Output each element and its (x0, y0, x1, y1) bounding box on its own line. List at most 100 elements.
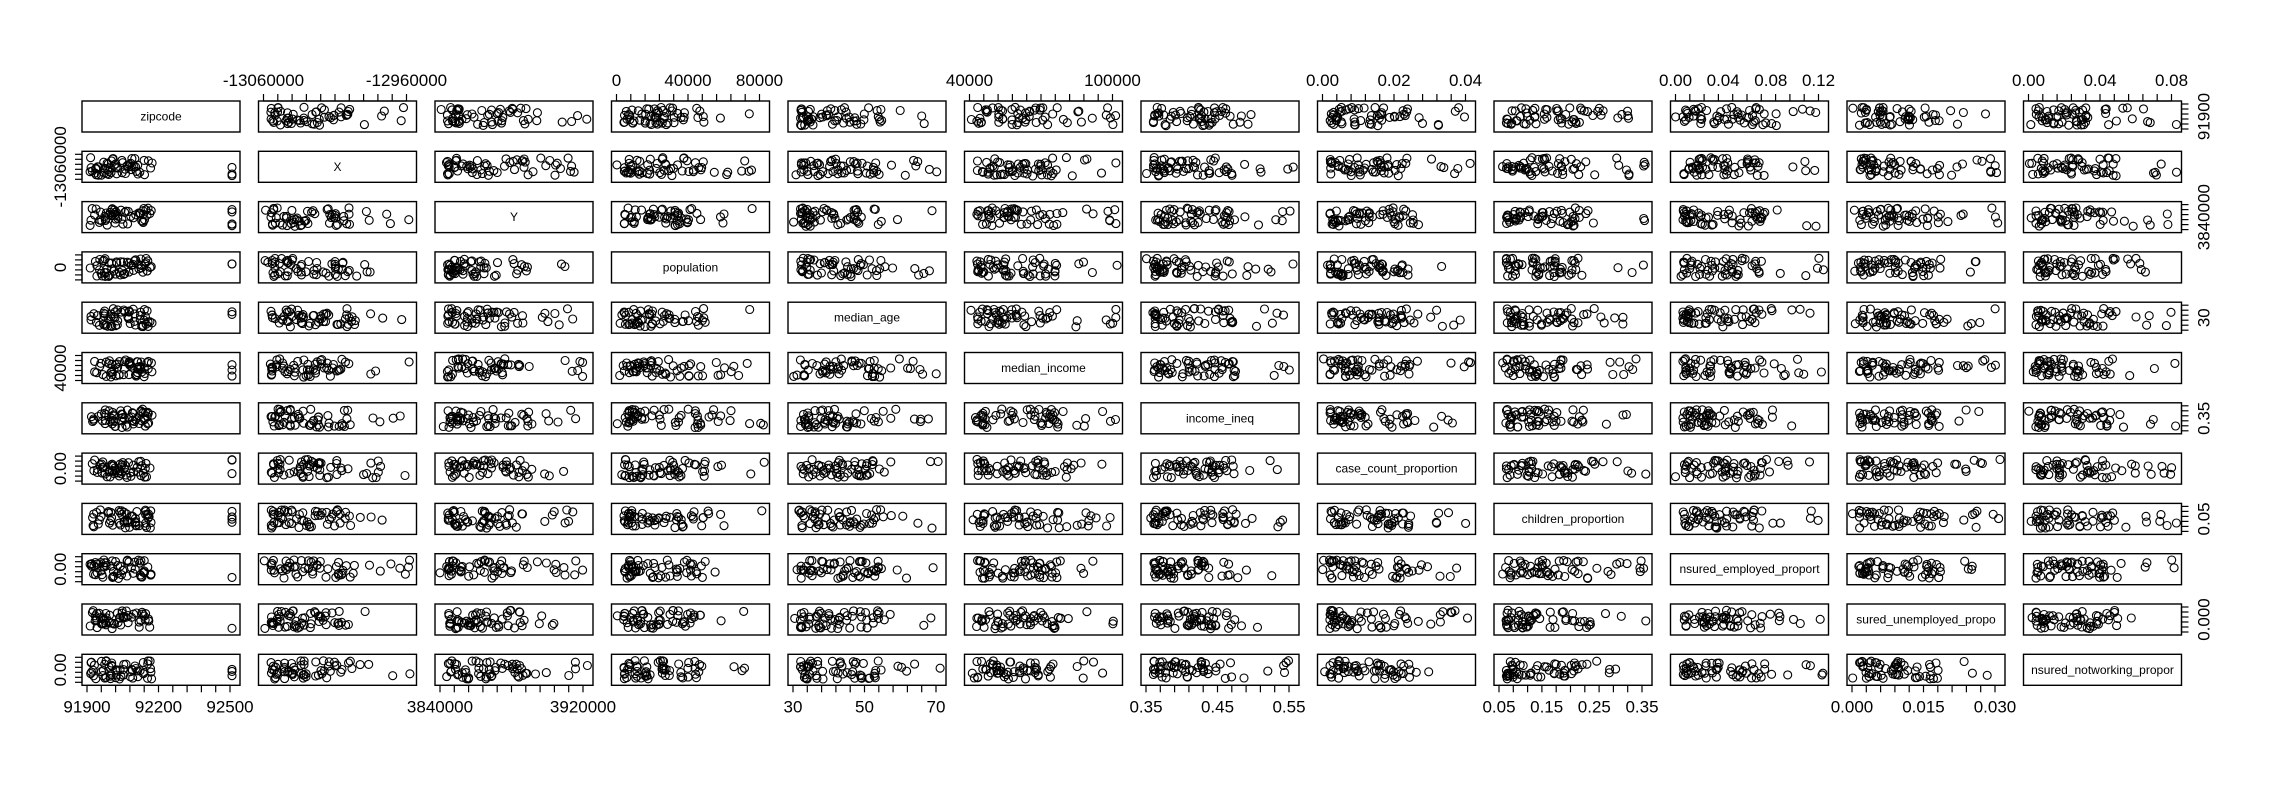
data-point (302, 117, 312, 127)
data-point (2101, 108, 2111, 119)
data-point (1010, 102, 1020, 112)
data-point (1036, 159, 1046, 169)
panel-0-11 (2022, 100, 2183, 133)
panel-4-2 (434, 301, 594, 334)
data-point (684, 360, 694, 371)
data-point (818, 167, 828, 177)
data-point (404, 357, 414, 367)
data-point (2107, 207, 2117, 217)
data-point (1977, 156, 1987, 166)
panel-0-8 (1493, 100, 1653, 133)
data-point (521, 104, 531, 114)
data-point (1081, 414, 1091, 424)
data-point (908, 356, 918, 366)
data-point (1366, 111, 1376, 121)
data-point (1875, 103, 1885, 113)
data-point (833, 220, 843, 230)
data-point (1794, 368, 1804, 378)
panel-2-5 (963, 200, 1124, 234)
data-point (1521, 108, 1532, 118)
data-point (745, 419, 755, 429)
data-point (1243, 262, 1253, 272)
data-point (1861, 104, 1872, 114)
data-point (692, 103, 702, 113)
data-point (1589, 304, 1599, 314)
data-point (482, 160, 492, 170)
data-point (1568, 405, 1578, 415)
data-point (993, 103, 1003, 113)
data-point (93, 170, 104, 180)
data-point (1341, 105, 1351, 115)
data-point (668, 163, 679, 173)
data-point (1329, 107, 1339, 117)
data-point (807, 455, 817, 465)
data-point (876, 104, 886, 115)
panel-2-11 (2022, 200, 2183, 234)
data-point (894, 354, 904, 364)
data-point (664, 166, 674, 176)
data-point (2031, 104, 2041, 114)
data-point (1696, 118, 1706, 129)
data-point (1892, 104, 1902, 114)
data-point (1228, 119, 1238, 129)
data-point (1087, 113, 1097, 123)
data-point (2149, 363, 2159, 374)
data-point (1556, 416, 1566, 426)
data-point (694, 163, 704, 173)
data-point (288, 109, 298, 119)
data-point (1098, 406, 1108, 417)
data-point (578, 371, 588, 381)
data-point (352, 271, 362, 281)
panel-2-6 (1140, 200, 1300, 234)
data-point (268, 116, 278, 126)
data-point (1856, 357, 1866, 367)
data-point (2131, 312, 2141, 322)
data-point (1026, 206, 1037, 216)
data-point (796, 113, 806, 123)
data-point (1608, 369, 1618, 380)
data-point (1920, 103, 1930, 113)
data-point (1519, 119, 1529, 129)
data-point (368, 413, 378, 423)
data-point (886, 160, 897, 170)
data-point (487, 120, 497, 130)
data-point (933, 456, 943, 467)
panel-1-0 (81, 150, 241, 184)
data-point (1709, 119, 1720, 129)
data-point (1511, 116, 1521, 126)
data-point (1788, 162, 1798, 172)
data-point (452, 105, 462, 115)
data-point (1105, 416, 1116, 426)
data-point (823, 169, 833, 179)
data-point (1404, 369, 1414, 379)
data-point (540, 469, 550, 479)
data-point (1105, 113, 1115, 123)
data-point (1385, 112, 1395, 122)
data-point (361, 206, 371, 217)
data-point (1918, 318, 1928, 328)
data-point (1749, 117, 1759, 127)
panel-3-8 (1493, 251, 1653, 284)
data-point (2127, 114, 2137, 124)
data-point (282, 108, 293, 118)
data-point (612, 419, 622, 429)
panel-5-0 (81, 351, 241, 385)
data-point (746, 165, 757, 175)
data-point (679, 153, 689, 163)
data-point (395, 411, 405, 421)
data-point (454, 104, 464, 114)
data-point (995, 157, 1005, 168)
data-point (364, 215, 374, 225)
data-point (227, 259, 237, 269)
data-point (444, 162, 454, 172)
panel-5-4 (787, 351, 947, 385)
data-point (1240, 159, 1250, 169)
panel-frame (434, 100, 594, 133)
data-point (543, 317, 553, 327)
data-point (1018, 253, 1028, 264)
data-point (518, 156, 528, 166)
data-point (1048, 153, 1058, 163)
data-point (886, 363, 896, 373)
panel-1-11 (2022, 150, 2183, 184)
panel-frame (1846, 100, 2006, 133)
